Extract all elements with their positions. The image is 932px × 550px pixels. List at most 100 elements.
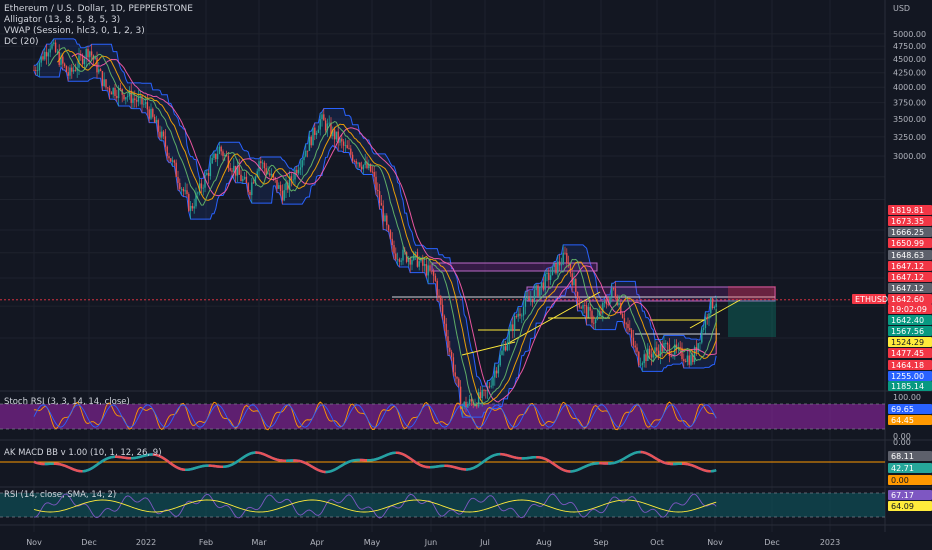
stoch-k-tag-bg [888, 404, 932, 414]
macd-segment [319, 469, 323, 473]
macd-segment [65, 465, 69, 469]
candle-body [368, 163, 370, 169]
candle-body [279, 185, 282, 191]
macd-segment [242, 455, 246, 459]
time-tick: Feb [199, 538, 213, 547]
candle-body [686, 355, 689, 362]
rsi-label[interactable]: RSI (14, close, SMA, 14, 2) [4, 490, 117, 500]
candle-body [425, 264, 428, 276]
candle-body [135, 100, 138, 102]
macd-segment [479, 461, 483, 465]
candle-body [573, 279, 575, 286]
candle-body [645, 354, 647, 362]
macd-segment [405, 455, 410, 459]
candle-body [468, 399, 471, 404]
candle-body [526, 297, 528, 299]
symbol-tag: ETHUSD [855, 295, 888, 304]
macd-segment [245, 453, 249, 457]
macd-segment [488, 455, 492, 459]
macd-segment [67, 465, 71, 470]
candle-body [216, 153, 219, 160]
macd-segment [384, 453, 388, 457]
candle-body [161, 131, 163, 138]
candle-body [263, 162, 266, 169]
candle-body [603, 301, 606, 303]
candle-body [153, 116, 156, 123]
rsi-ma-line [33, 499, 717, 513]
price-tag: 1666.25 [891, 228, 924, 237]
price-tag-bg [888, 371, 932, 381]
candle-body [407, 258, 410, 262]
rsi-band [0, 493, 885, 517]
time-tick: Sep [593, 538, 608, 547]
macd-segment [648, 453, 653, 457]
macd-segment [170, 462, 174, 466]
candle-body [483, 390, 485, 391]
candle-body [103, 79, 105, 86]
candle-body [224, 154, 226, 157]
macd-segment [541, 456, 544, 460]
candle-body [643, 354, 645, 364]
candle-body [278, 185, 280, 189]
candle-body [557, 261, 559, 274]
macd-segment [156, 453, 159, 457]
candle-body [402, 249, 404, 261]
macd-segment [339, 464, 343, 468]
price-tag: 1647.12 [891, 284, 924, 293]
candle-body [413, 253, 415, 260]
candle-body [697, 343, 699, 353]
macd-segment [416, 462, 420, 466]
candle-body [459, 386, 462, 410]
candle-body [272, 174, 275, 178]
stoch-rsi-label[interactable]: Stoch RSI (3, 3, 14, 14, close) [4, 397, 130, 407]
candle-body [625, 323, 627, 325]
candle-body [159, 131, 161, 138]
candle-body [440, 295, 442, 305]
macd-label[interactable]: AK MACD BB v 1.00 (10, 1, 12, 26, 9) [4, 448, 162, 458]
candle-body [594, 319, 597, 324]
candle-body [364, 161, 366, 165]
candle-body [49, 48, 51, 53]
macd-segment [544, 457, 548, 461]
candle-body [308, 136, 311, 151]
candle-body [312, 127, 314, 146]
vwap-legend[interactable]: VWAP (Session, hlc3, 0, 1, 2, 3) [4, 26, 145, 36]
time-axis: Nov Dec 2022 Feb Mar Apr May Jun Jul Aug Sep Oct Nov… [0, 532, 932, 550]
candle-body [182, 188, 185, 192]
macd-segment [483, 458, 487, 463]
price-tick: 5000.00 [893, 30, 926, 39]
macd-segment [33, 460, 37, 464]
candle-body [476, 403, 478, 407]
candle-body [650, 354, 653, 358]
macd-segment [582, 465, 586, 469]
candle-body [512, 324, 514, 331]
alligator-legend[interactable]: Alligator (13, 8, 5, 8, 5, 3) [4, 15, 121, 25]
macd-segment [330, 469, 334, 473]
macd-segment [161, 456, 165, 460]
candle-body [150, 108, 152, 119]
candle-body [99, 69, 102, 72]
price-tag: 1673.35 [891, 217, 924, 226]
candle-body [699, 342, 701, 344]
candle-body [38, 62, 41, 71]
candle-body [630, 329, 633, 338]
price-tick: 3750.00 [893, 99, 926, 108]
symbol-title[interactable]: Ethereum / U.S. Dollar, 1D, PEPPERSTONE [4, 4, 193, 14]
macd-segment [558, 466, 563, 471]
candle-body [501, 350, 503, 355]
macd-segment [312, 466, 316, 470]
dc-legend[interactable]: DC (20) [4, 37, 39, 47]
candle-body [443, 316, 446, 324]
candle-body [621, 314, 624, 319]
macd-segment [659, 459, 663, 463]
candle-body [384, 215, 386, 222]
macd-segment [386, 453, 390, 457]
candle-body [83, 58, 86, 65]
price-tag: 1819.81 [891, 206, 924, 215]
candle-body [344, 145, 347, 146]
macd-segment [578, 467, 582, 471]
price-tags: 1819.81 1673.35 1666.25 1650.99 1648.63 1647.… [852, 205, 932, 511]
price-tag: 1567.56 [891, 327, 924, 336]
macd-segment [549, 460, 554, 465]
